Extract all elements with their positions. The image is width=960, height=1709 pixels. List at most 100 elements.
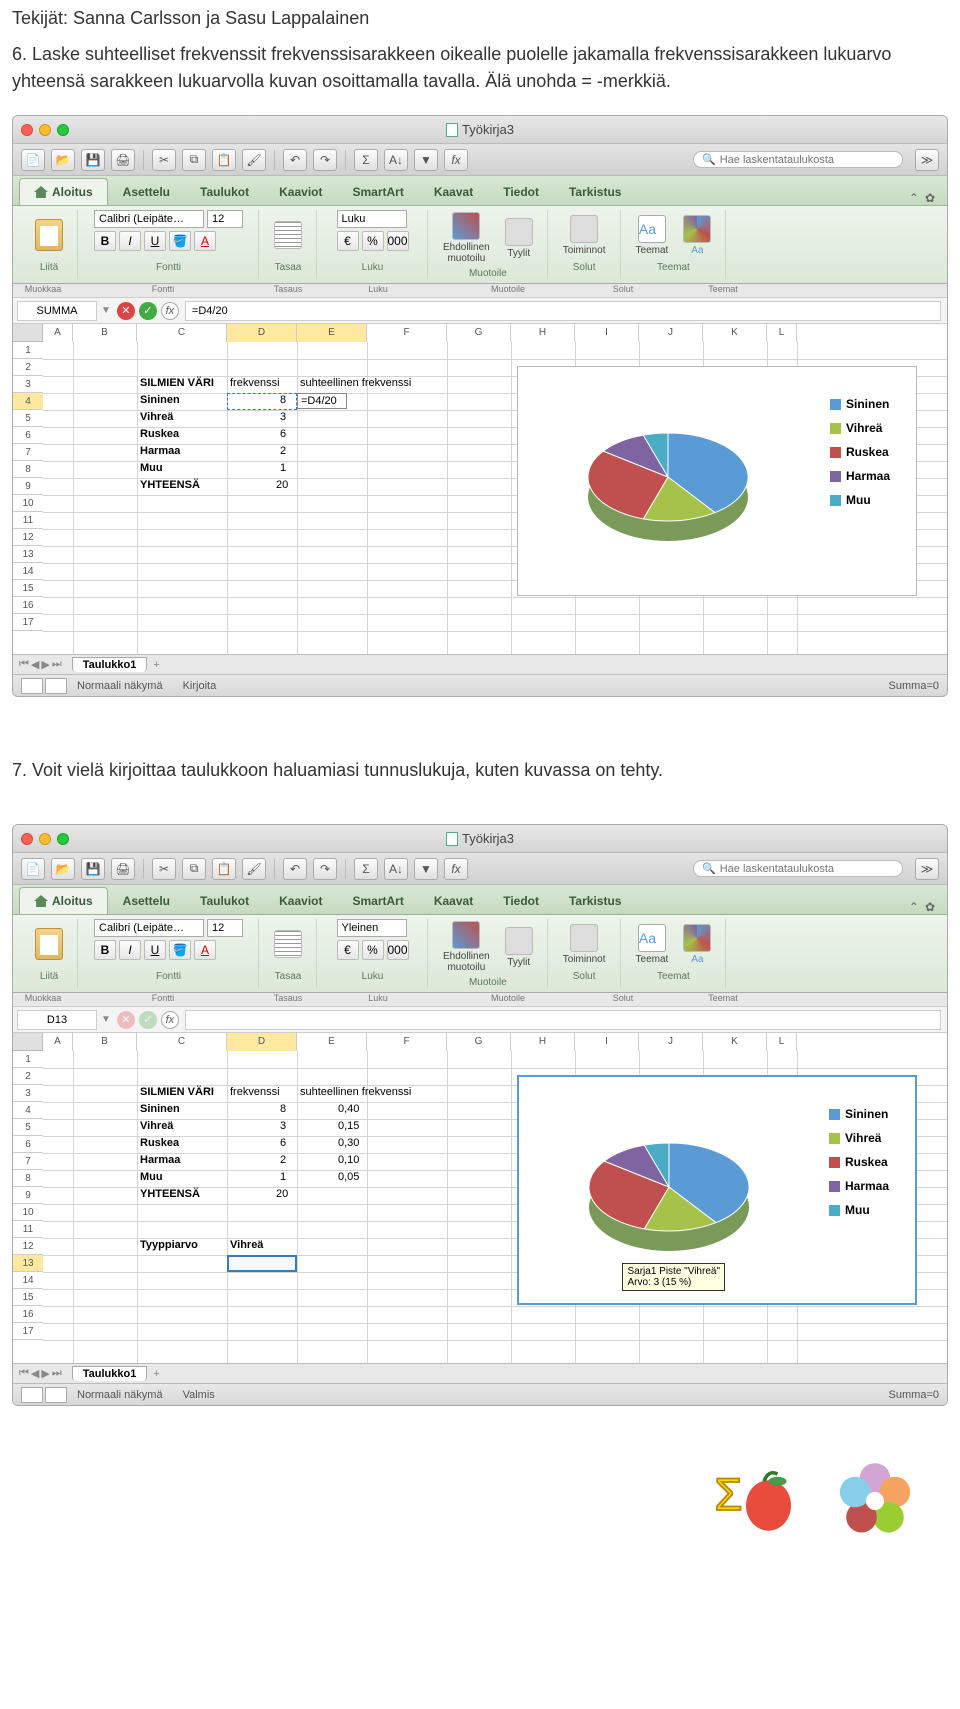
select-all-corner[interactable] xyxy=(13,324,43,342)
col-header-G[interactable]: G xyxy=(447,324,511,342)
add-sheet-button[interactable]: + xyxy=(147,659,165,671)
font-name-select[interactable] xyxy=(94,210,204,228)
themes-button[interactable]: AaTeemat xyxy=(630,922,675,967)
view-normal-button[interactable] xyxy=(21,1387,43,1403)
col-header-L[interactable]: L xyxy=(767,1033,797,1051)
col-header-J[interactable]: J xyxy=(639,1033,703,1051)
row-header-10[interactable]: 10 xyxy=(13,1204,43,1221)
col-header-F[interactable]: F xyxy=(367,1033,447,1051)
row-header-5[interactable]: 5 xyxy=(13,1119,43,1136)
col-header-J[interactable]: J xyxy=(639,324,703,342)
align-button[interactable] xyxy=(268,219,308,251)
expand-button[interactable]: ≫ xyxy=(915,858,939,880)
align-button[interactable] xyxy=(268,928,308,960)
bold-button[interactable]: B xyxy=(94,231,116,251)
row-header-13[interactable]: 13 xyxy=(13,546,43,563)
cell-C9[interactable]: YHTEENSÄ xyxy=(137,1187,203,1201)
col-header-A[interactable]: A xyxy=(43,1033,73,1051)
paste-button[interactable]: 📋 xyxy=(212,149,236,171)
row-header-17[interactable]: 17 xyxy=(13,614,43,631)
tab-smartart[interactable]: SmartArt xyxy=(337,887,418,914)
cell-D5[interactable]: 3 xyxy=(277,1119,289,1133)
italic-button[interactable]: I xyxy=(119,231,141,251)
view-layout-button[interactable] xyxy=(45,678,67,694)
row-header-5[interactable]: 5 xyxy=(13,410,43,427)
col-header-F[interactable]: F xyxy=(367,324,447,342)
tab-next-button[interactable]: ▶ xyxy=(41,1367,49,1380)
cell-C12[interactable]: Tyyppiarvo xyxy=(137,1238,201,1252)
row-header-7[interactable]: 7 xyxy=(13,1153,43,1170)
cut-button[interactable]: ✂ xyxy=(152,149,176,171)
fx-button[interactable]: fx xyxy=(444,858,468,880)
thousands-button[interactable]: 000 xyxy=(387,940,409,960)
cell-D6[interactable]: 6 xyxy=(277,1136,289,1150)
cell-E4[interactable]: 0,40 xyxy=(335,1102,362,1116)
cell-C5[interactable]: Vihreä xyxy=(137,410,176,424)
col-header-A[interactable]: A xyxy=(43,324,73,342)
row-header-9[interactable]: 9 xyxy=(13,478,43,495)
row-header-2[interactable]: 2 xyxy=(13,359,43,376)
number-format-select[interactable] xyxy=(337,919,407,937)
cell-D6[interactable]: 6 xyxy=(277,427,289,441)
col-header-L[interactable]: L xyxy=(767,324,797,342)
format-painter-button[interactable]: 🖌 xyxy=(242,149,266,171)
cell-C5[interactable]: Vihreä xyxy=(137,1119,176,1133)
col-header-D[interactable]: D xyxy=(227,1033,297,1051)
cell-C4[interactable]: Sininen xyxy=(137,393,183,407)
row-header-9[interactable]: 9 xyxy=(13,1187,43,1204)
tab-aloitus[interactable]: Aloitus xyxy=(19,178,108,205)
view-normal-button[interactable] xyxy=(21,678,43,694)
redo-button[interactable]: ↷ xyxy=(313,858,337,880)
col-header-D[interactable]: D xyxy=(227,324,297,342)
formula-input[interactable] xyxy=(185,301,941,321)
col-header-H[interactable]: H xyxy=(511,1033,575,1051)
tab-next-button[interactable]: ▶ xyxy=(41,658,49,671)
cut-button[interactable]: ✂ xyxy=(152,858,176,880)
search-box-2[interactable]: 🔍 xyxy=(693,860,903,877)
open-button[interactable]: 📂 xyxy=(51,858,75,880)
cell-E7[interactable]: 0,10 xyxy=(335,1153,362,1167)
cell-C3[interactable]: SILMIEN VÄRI xyxy=(137,1085,217,1099)
row-header-8[interactable]: 8 xyxy=(13,1170,43,1187)
fx-insert-button[interactable]: fx xyxy=(161,302,179,320)
selected-cell-D13[interactable] xyxy=(227,1255,297,1272)
filter-button[interactable]: ▼ xyxy=(414,149,438,171)
redo-button[interactable]: ↷ xyxy=(313,149,337,171)
col-header-B[interactable]: B xyxy=(73,1033,137,1051)
formula-accept-button[interactable]: ✓ xyxy=(139,302,157,320)
styles-button[interactable]: Tyylit xyxy=(499,216,539,261)
cell-D3[interactable]: frekvenssi xyxy=(227,376,283,390)
row-header-4[interactable]: 4 xyxy=(13,393,43,410)
themes-button[interactable]: AaTeemat xyxy=(630,213,675,258)
row-header-13[interactable]: 13 xyxy=(13,1255,43,1272)
format-painter-button[interactable]: 🖌 xyxy=(242,858,266,880)
autosum-button[interactable]: Σ xyxy=(354,149,378,171)
actions-button[interactable]: Toiminnot xyxy=(557,922,612,967)
add-sheet-button[interactable]: + xyxy=(147,1368,165,1380)
cell-E3[interactable]: suhteellinen frekvenssi xyxy=(297,376,414,390)
theme-colors-button[interactable]: Aa xyxy=(677,922,717,967)
name-box[interactable] xyxy=(17,301,97,321)
row-header-15[interactable]: 15 xyxy=(13,580,43,597)
col-header-K[interactable]: K xyxy=(703,1033,767,1051)
font-color-button[interactable]: A xyxy=(194,940,216,960)
font-name-select[interactable] xyxy=(94,919,204,937)
ribbon-options-button[interactable]: ✿ xyxy=(925,900,935,914)
copy-button[interactable]: ⧉ xyxy=(182,858,206,880)
row-header-11[interactable]: 11 xyxy=(13,512,43,529)
sort-button[interactable]: A↓ xyxy=(384,858,408,880)
sort-button[interactable]: A↓ xyxy=(384,149,408,171)
row-header-16[interactable]: 16 xyxy=(13,597,43,614)
view-layout-button[interactable] xyxy=(45,1387,67,1403)
save-button[interactable]: 💾 xyxy=(81,858,105,880)
sheet-tab-1[interactable]: Taulukko1 xyxy=(72,657,148,672)
cell-C6[interactable]: Ruskea xyxy=(137,427,182,441)
col-header-K[interactable]: K xyxy=(703,324,767,342)
cell-D12[interactable]: Vihreä xyxy=(227,1238,266,1252)
paste-button[interactable]: 📋 xyxy=(212,858,236,880)
undo-button[interactable]: ↶ xyxy=(283,858,307,880)
theme-colors-button[interactable]: Aa xyxy=(677,213,717,258)
cell-D4[interactable]: 8 xyxy=(277,1102,289,1116)
bold-button[interactable]: B xyxy=(94,940,116,960)
row-header-12[interactable]: 12 xyxy=(13,1238,43,1255)
